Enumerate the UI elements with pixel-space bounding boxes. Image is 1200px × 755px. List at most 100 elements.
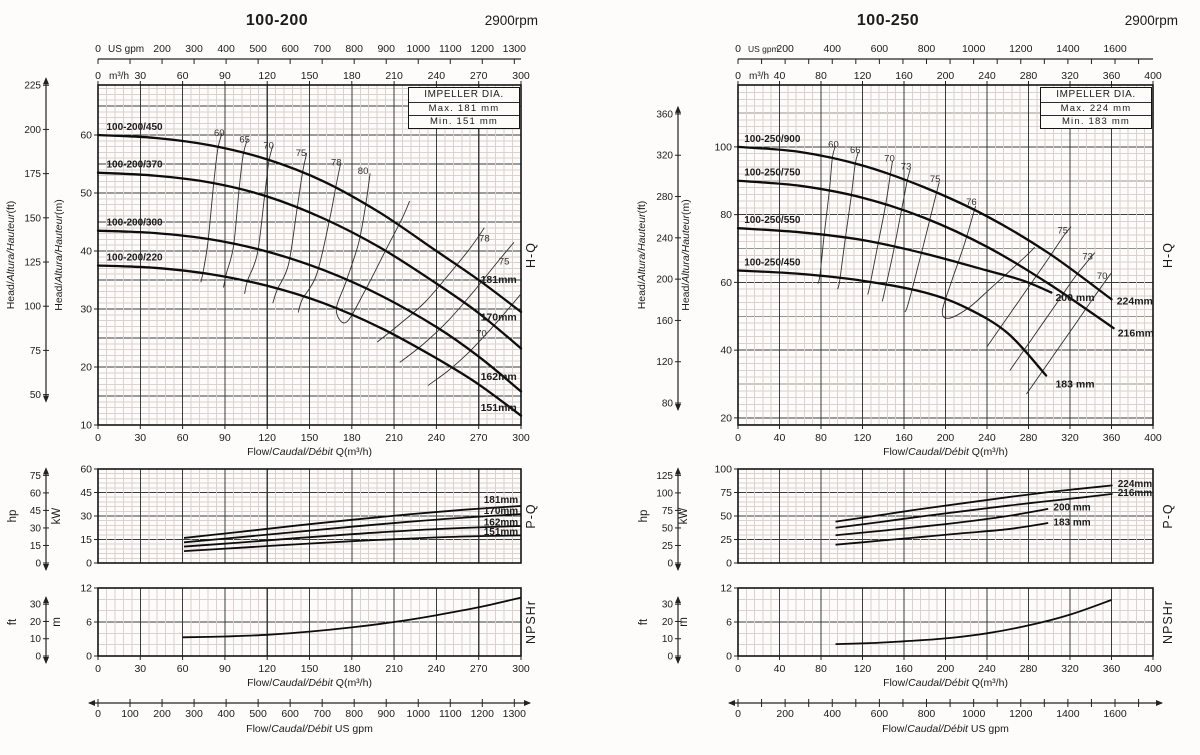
hq-m-axis: 10 20 30 40 50 60 [80,130,98,432]
gpm-tick-label: 500 [249,708,267,720]
m3h-tick-label: 400 [1144,432,1162,444]
impeller-curve-label: 200 mm [1053,502,1090,513]
kw-tick: 15 [80,534,92,546]
m3h-tick-label: 60 [177,70,189,82]
m3h-tick-label: 360 [1103,432,1121,444]
efficiency-label: 75 [296,148,307,159]
hq-curve-151mm [96,264,523,417]
gpm-tick-label: 1000 [962,43,986,55]
pump-model-label: 100-250/450 [744,257,801,268]
head-m-tick: 30 [80,304,92,316]
m3h-tick-label: 0 [95,663,101,675]
npsh-m-tick: 6 [86,617,92,629]
hq-curve-216mm [736,179,1115,330]
svg-text:0: 0 [35,559,41,570]
pq-kw-axis: 0 25 50 75 100 [714,464,738,570]
gpm-tick-label: 400 [823,43,841,55]
m3h-tick-label: 0 [95,70,101,82]
hq-curves: 100-200/450 181mm 100-200/370 170mm 100-200/… [96,122,523,417]
efficiency-contour [399,242,515,363]
hp-axis-title: hp [638,510,650,523]
svg-text:75: 75 [30,471,42,482]
hq-x-axis: 0 40 80 120 160 200 240 280 320 360 400 Flow/Caudal… [735,425,1162,458]
svg-text:80: 80 [662,399,674,410]
head-m-tick: 80 [720,209,732,221]
impeller-curve-label: 162mm [484,518,519,529]
gpm-tick-label: 200 [776,43,794,55]
rpm-label: 2900rpm [1124,13,1178,28]
kw-axis-title: kW [51,508,63,525]
impeller-dia-box: IMPELLER DIA. Max. 224 mm Min. 183 mm [1040,87,1152,129]
svg-text:125: 125 [656,471,673,482]
efficiency-contour [427,293,522,386]
npsh-curve [835,599,1112,645]
gpm-tick-label: 1000 [962,708,986,720]
impeller-curve-label: 183 mm [1055,378,1094,390]
impeller-max-label: Max. 224 mm [1041,103,1151,116]
pq-curve-170mm [183,513,522,544]
svg-text:0: 0 [35,652,41,663]
bottom-gpm-axis: 0 200 400 600 800 1000 1200 1400 1600 Flow/Caudal… [728,699,1163,735]
m3h-tick-label: 160 [895,70,913,82]
impeller-dia-header: IMPELLER DIA. [1041,88,1151,103]
svg-text:75: 75 [30,346,42,357]
flow-axis-title: Flow/Caudal/Débit Q(m³/h) [883,677,1008,689]
gpm-tick-label: 1300 [503,43,527,55]
efficiency-label: 75 [1057,225,1068,236]
svg-text:360: 360 [656,109,673,120]
npsh-m-tick: 12 [80,583,92,595]
hq-curves: 100-250/900 224mm 100-250/750 216mm 100-250/… [736,134,1154,390]
pq-curve-183mm [835,522,1049,546]
m3h-tick-label: 240 [428,663,446,675]
efficiency-label: 70 [263,140,274,151]
gpm-tick-label: 0 [735,43,741,55]
m3h-tick-label: 60 [177,432,189,444]
chart-100-200: 0 200 300 400 500 600 700 800 900 1000 1100 1200 130… [5,12,538,735]
chart-title: 100-250 [856,12,920,29]
m3h-tick-label: 270 [470,663,488,675]
svg-text:20: 20 [662,617,674,628]
kw-tick: 0 [726,558,732,570]
efficiency-label: 60 [214,128,225,139]
svg-text:125: 125 [24,258,41,269]
m3h-tick-label: 210 [385,663,403,675]
head-m-tick: 100 [714,141,732,153]
npsh-m-tick: 0 [726,651,732,663]
pump-model-label: 100-250/900 [744,134,801,145]
npsh-panel [97,587,522,657]
efficiency-contour [1009,252,1096,371]
npsh-m-tick: 0 [86,651,92,663]
gpm-tick-label: 200 [153,708,171,720]
efficiency-contour [272,152,308,304]
hq-curve-200mm [736,227,1053,294]
m-axis-title: m [678,617,690,627]
m3h-tick-label: 240 [428,432,446,444]
pump-model-label: 100-200/220 [106,252,163,263]
flow-axis-title: Flow/Caudal/Débit Q(m³/h) [247,677,372,689]
efficiency-label: 75 [930,174,941,185]
top-m3h-axis: 0 30 60 90 120 150 180 210 240 270 300 m³/h [95,70,530,85]
npsh-side-label: NPSHr [1161,600,1175,644]
impeller-dia-header: IMPELLER DIA. [409,88,519,103]
head-m-axis-title: Head/Altura/Hauteur(m) [680,199,692,310]
kw-tick: 45 [80,487,92,499]
svg-text:10: 10 [30,634,42,645]
svg-text:160: 160 [656,316,673,327]
rpm-label: 2900rpm [484,13,538,28]
pq-kw-axis: 0 15 30 45 60 [80,464,98,570]
svg-text:30: 30 [662,600,674,611]
m3h-tick-label: 280 [1020,70,1038,82]
gpm-tick-label: 300 [185,708,203,720]
m3h-tick-label: 180 [343,432,361,444]
gpm-tick-label: 400 [217,708,235,720]
gpm-tick-label: 1300 [503,708,527,720]
efficiency-contour [881,169,911,302]
m-axis-title: m [51,617,63,627]
gpm-tick-label: 1400 [1056,708,1080,720]
m3h-tick-label: 80 [815,432,827,444]
npsh-panel [737,587,1154,657]
gpm-tick-label: 200 [776,708,794,720]
m3h-tick-label: 300 [512,432,530,444]
m3h-tick-label: 0 [95,432,101,444]
